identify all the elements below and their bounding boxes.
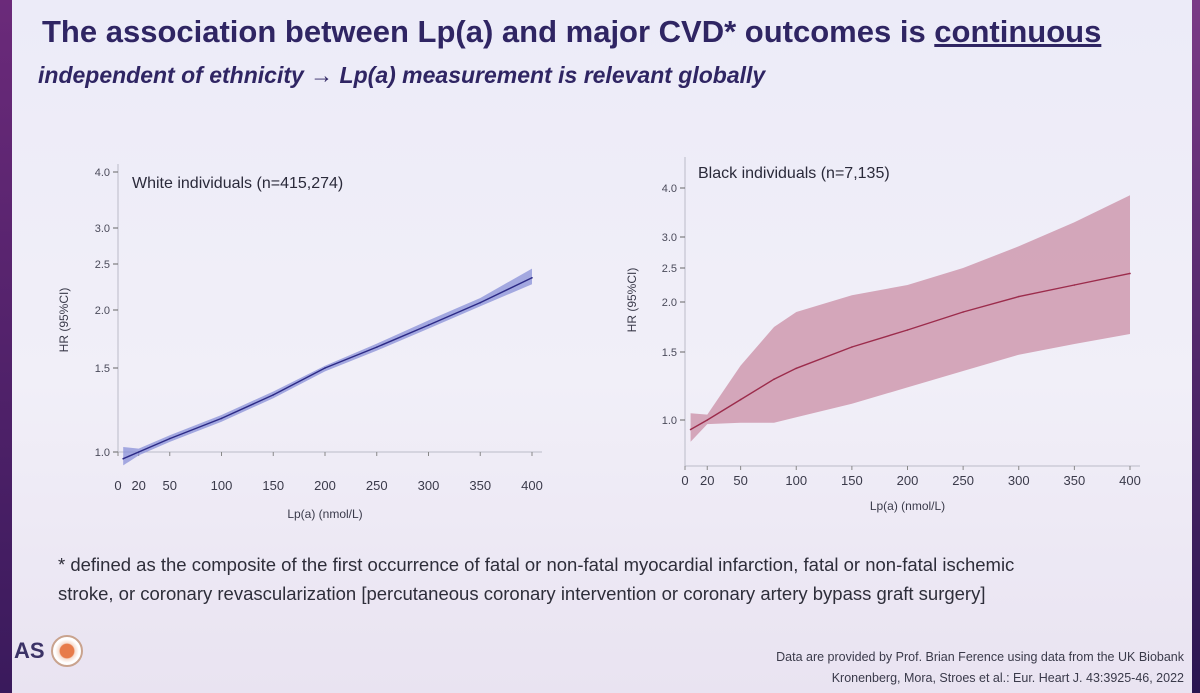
hr-point [689, 428, 692, 431]
x-tick-label: 350 [1064, 473, 1086, 488]
title-text: The association between Lp(a) and major … [42, 14, 935, 49]
x-tick-label: 200 [897, 473, 919, 488]
y-axis-label: HR (95%CI) [625, 268, 639, 333]
hr-point [531, 277, 533, 279]
hr-point [220, 417, 223, 420]
x-tick-label: 250 [366, 478, 388, 493]
chart-panel-white: 1.0 1.5 2.0 2.5 3.0 4.0 0 20 50 100 150 200 250 300 35… [57, 164, 543, 521]
y-tick-label: 2.0 [662, 297, 677, 309]
x-axis-label: Lp(a) (nmol/L) [870, 499, 945, 513]
hr-point [427, 324, 430, 326]
chart-title: Black individuals (n=7,135) [698, 165, 890, 182]
x-tick-label: 300 [418, 478, 440, 493]
y-tick-label: 3.0 [662, 232, 677, 244]
hr-point [375, 346, 378, 348]
x-tick-label: 50 [733, 473, 747, 488]
y-tick-label: 2.5 [95, 259, 110, 271]
logo-text: AS [14, 638, 45, 663]
slide-title: The association between Lp(a) and major … [42, 14, 1101, 50]
x-tick-label: 100 [785, 473, 807, 488]
x-tick-label: 400 [521, 478, 543, 493]
x-tick-label: 0 [681, 473, 688, 488]
hr-point [122, 457, 124, 460]
hr-point [962, 311, 964, 313]
eas-logo: AS [0, 635, 83, 667]
hr-point [773, 378, 775, 381]
x-tick-label: 100 [211, 478, 233, 493]
hr-point [272, 394, 275, 396]
footnote-line-1: * defined as the composite of the first … [58, 554, 1015, 575]
hr-point [137, 451, 140, 453]
y-tick-label: 3.0 [95, 223, 110, 235]
y-tick-label: 4.0 [95, 167, 110, 179]
y-tick-label: 1.5 [662, 347, 677, 359]
logo-emblem-icon [50, 635, 83, 667]
x-tick-label: 200 [314, 478, 336, 493]
y-tick-label: 2.0 [95, 305, 110, 317]
hr-point [479, 301, 482, 304]
x-axis-label: Lp(a) (nmol/L) [287, 507, 362, 521]
footnote: * defined as the composite of the first … [58, 550, 1118, 608]
hr-point [324, 367, 326, 369]
chart-title: White individuals (n=415,274) [132, 175, 343, 192]
x-tick-label: 300 [1008, 473, 1030, 488]
x-tick-label: 150 [262, 478, 284, 493]
chart-panel-black: 1.0 1.5 2.0 2.5 3.0 4.0 0 20 50 100 150 200 250 300 35… [625, 157, 1141, 513]
x-tick-label: 150 [841, 473, 863, 488]
credit-line-1: Data are provided by Prof. Brian Ference… [776, 650, 1184, 664]
title-highlight: continuous [934, 14, 1102, 49]
hr-point [168, 437, 171, 440]
hr-point [795, 367, 798, 370]
y-tick-label: 1.5 [95, 363, 110, 375]
footnote-line-2: stroke, or coronary revascularization [p… [58, 583, 986, 604]
x-tick-label: 20 [700, 473, 714, 488]
x-tick-label: 50 [163, 478, 177, 493]
slide-subtitle: independent of ethnicity → Lp(a) measure… [38, 62, 766, 88]
hr-point [1129, 272, 1131, 275]
confidence-band [690, 195, 1130, 442]
y-tick-label: 4.0 [662, 183, 677, 195]
hr-point [706, 419, 709, 421]
credit-line-2: Kronenberg, Mora, Stroes et al.: Eur. He… [831, 671, 1184, 685]
hr-point [1073, 284, 1076, 286]
y-axis-label: HR (95%CI) [57, 288, 71, 353]
x-tick-label: 20 [131, 478, 145, 493]
hr-point [739, 398, 742, 401]
hr-line [122, 277, 533, 460]
y-tick-label: 1.0 [95, 447, 110, 459]
hr-point [1017, 295, 1020, 298]
hr-point [851, 346, 853, 348]
x-tick-label: 0 [114, 478, 121, 493]
x-tick-label: 250 [952, 473, 974, 488]
y-tick-label: 1.0 [662, 415, 677, 427]
x-tick-label: 350 [469, 478, 491, 493]
y-tick-label: 2.5 [662, 263, 677, 275]
x-tick-label: 400 [1119, 473, 1141, 488]
hr-point [906, 329, 909, 331]
